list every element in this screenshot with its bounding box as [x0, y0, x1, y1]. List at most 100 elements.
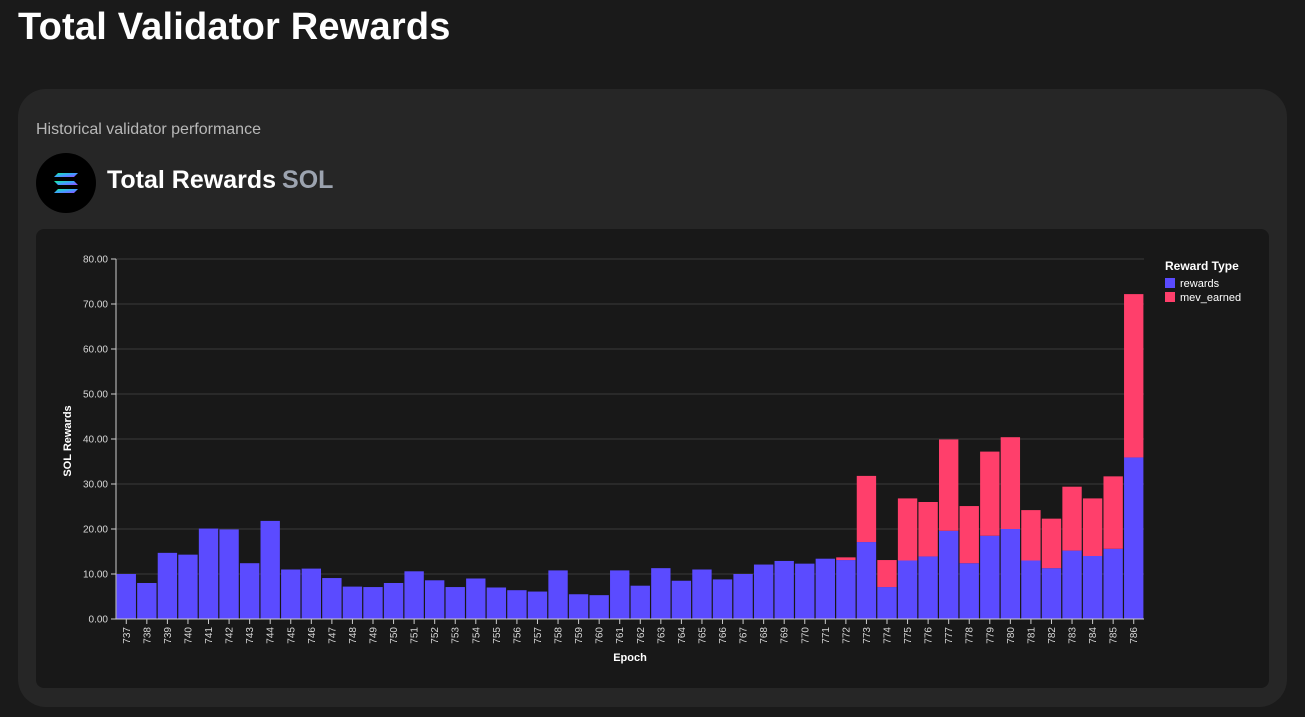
bar-rewards-780 [1000, 529, 1021, 619]
bar-rewards-744 [260, 520, 280, 619]
x-tick-label: 768 [759, 627, 770, 644]
legend-label-rewards: rewards [1180, 278, 1220, 290]
chart-heading: Total Rewards SOL [107, 166, 333, 195]
bar-rewards-756 [507, 590, 527, 619]
legend-swatch-rewards [1165, 278, 1175, 288]
x-tick-label: 782 [1047, 627, 1058, 644]
bar-rewards-759 [568, 594, 589, 619]
x-tick-label: 737 [122, 627, 133, 644]
bar-mev-earned-784 [1082, 498, 1103, 556]
x-tick-label: 743 [245, 627, 256, 644]
heading-label: Total Rewards [107, 166, 277, 194]
bar-rewards-763 [651, 568, 671, 619]
bar-rewards-754 [466, 578, 486, 619]
bar-rewards-737 [116, 574, 136, 619]
bar-mev-earned-774 [877, 560, 897, 588]
x-tick-label: 748 [348, 627, 359, 644]
bar-rewards-749 [363, 587, 383, 619]
x-tick-label: 746 [307, 627, 318, 644]
x-tick-label: 769 [780, 627, 791, 644]
y-tick-label: 60.00 [83, 345, 108, 356]
bar-mev-earned-778 [959, 506, 979, 564]
y-tick-label: 50.00 [83, 390, 108, 401]
bar-rewards-782 [1041, 568, 1062, 619]
bar-rewards-785 [1103, 548, 1123, 619]
x-tick-label: 742 [225, 627, 236, 644]
bar-rewards-748 [342, 586, 363, 619]
bar-rewards-746 [301, 568, 321, 619]
bar-rewards-743 [239, 563, 260, 619]
bar-mev-earned-781 [1021, 510, 1041, 561]
bar-rewards-761 [610, 570, 630, 619]
bar-rewards-774 [877, 587, 897, 619]
x-axis-label: Epoch [613, 652, 647, 664]
bar-rewards-784 [1082, 556, 1103, 619]
x-tick-label: 776 [924, 627, 935, 644]
bar-rewards-776 [918, 556, 938, 619]
heading-unit: SOL [282, 166, 334, 194]
x-tick-label: 765 [697, 627, 708, 644]
y-tick-label: 80.00 [83, 255, 108, 266]
bar-mev-earned-777 [939, 439, 959, 531]
x-tick-label: 760 [595, 627, 606, 644]
x-tick-label: 766 [718, 627, 729, 644]
bar-rewards-768 [753, 564, 774, 619]
x-tick-label: 738 [142, 627, 153, 644]
bar-rewards-752 [425, 580, 445, 619]
y-tick-label: 70.00 [83, 300, 108, 311]
bar-mev-earned-783 [1062, 486, 1082, 551]
x-tick-label: 757 [533, 627, 544, 644]
bar-rewards-772 [836, 560, 856, 619]
bar-mev-earned-775 [897, 498, 918, 561]
rewards-bar-chart: 0.00 10.00 20.00 30.00 40.00 50.00 60.00 70.00 8… [62, 255, 1241, 665]
x-tick-label: 752 [430, 627, 441, 644]
x-tick-label: 764 [677, 627, 688, 644]
x-tick-label: 744 [266, 627, 277, 644]
y-tick-label: 20.00 [83, 525, 108, 536]
bar-mev-earned-773 [856, 475, 877, 543]
x-tick-label: 763 [656, 627, 667, 644]
chart-panel: 0.00 10.00 20.00 30.00 40.00 50.00 60.00 70.00 8… [36, 229, 1269, 688]
legend-label-mev-earned: mev_earned [1180, 292, 1241, 304]
bar-rewards-755 [486, 587, 507, 619]
page-title: Total Validator Rewards [18, 6, 451, 48]
bar-rewards-740 [178, 554, 198, 619]
y-tick-label: 10.00 [83, 570, 108, 581]
bar-rewards-757 [527, 591, 548, 619]
x-tick-label: 756 [512, 627, 523, 644]
bar-rewards-775 [897, 560, 918, 619]
bar-mev-earned-779 [980, 451, 1000, 536]
bar-rewards-766 [712, 579, 733, 619]
x-tick-label: 747 [327, 627, 338, 644]
x-tick-label: 761 [615, 627, 626, 644]
y-tick-label: 0.00 [89, 615, 109, 626]
bar-rewards-779 [980, 535, 1000, 619]
bar-rewards-786 [1124, 457, 1144, 619]
x-tick-label: 753 [451, 627, 462, 644]
bar-rewards-739 [157, 552, 178, 619]
x-tick-label: 780 [1006, 627, 1017, 644]
bar-rewards-738 [137, 583, 157, 619]
x-tick-label: 785 [1109, 627, 1120, 644]
x-tick-label: 781 [1026, 627, 1037, 644]
x-tick-label: 741 [204, 627, 215, 644]
x-tick-label: 774 [883, 627, 894, 644]
legend-title: Reward Type [1165, 259, 1239, 273]
x-tick-label: 784 [1088, 627, 1099, 644]
bar-rewards-777 [939, 530, 959, 619]
x-tick-label: 770 [800, 627, 811, 644]
rewards-card: Historical validator performance Total R… [18, 89, 1287, 707]
legend-swatch-mev-earned [1165, 292, 1175, 302]
x-tick-label: 767 [739, 627, 750, 644]
x-tick-label: 773 [862, 627, 873, 644]
x-tick-label: 777 [944, 627, 955, 644]
x-tick-label: 740 [183, 627, 194, 644]
bar-mev-earned-782 [1041, 518, 1062, 569]
bar-rewards-767 [733, 574, 753, 619]
x-tick-label: 783 [1068, 627, 1079, 644]
bar-rewards-741 [198, 528, 219, 619]
x-tick-label: 778 [965, 627, 976, 644]
x-tick-label: 772 [841, 627, 852, 644]
x-tick-label: 759 [574, 627, 585, 644]
bar-rewards-781 [1021, 560, 1041, 619]
